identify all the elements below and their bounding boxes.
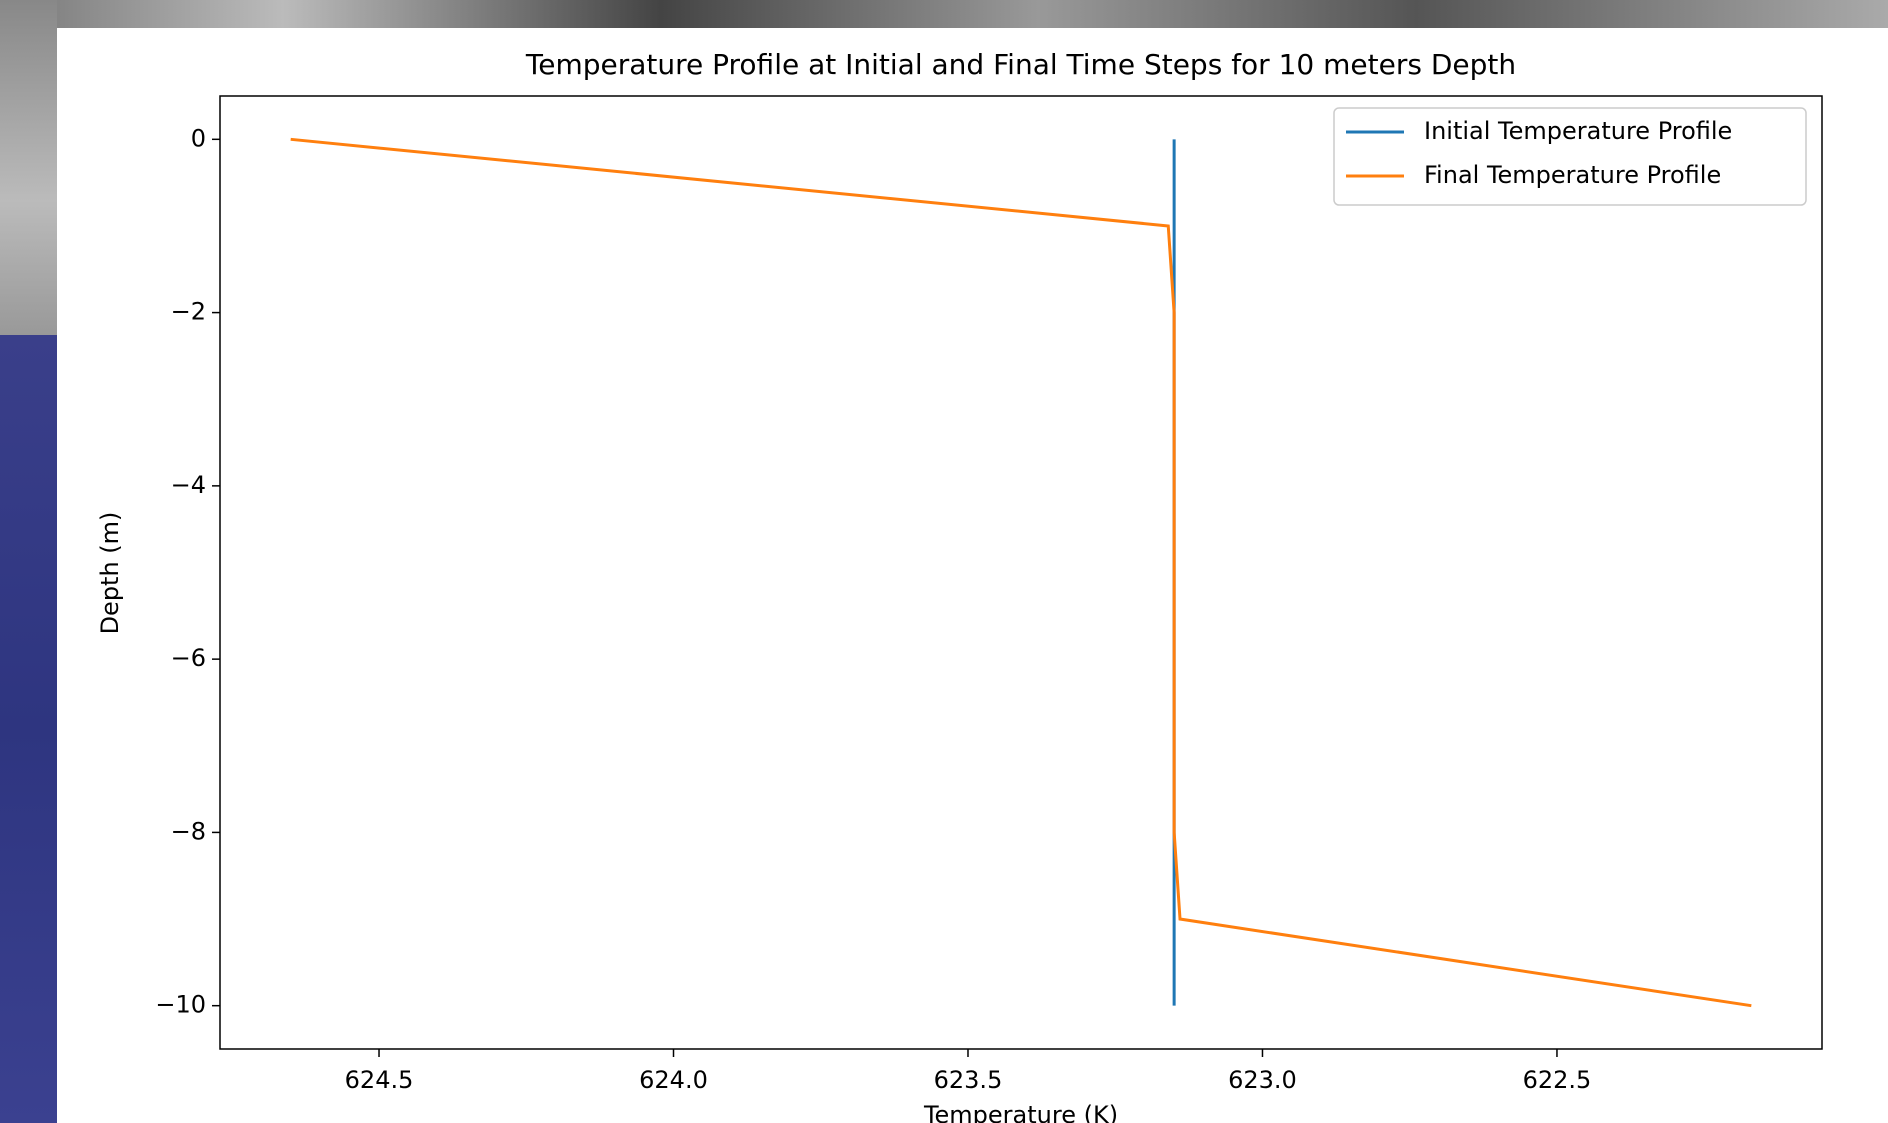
y-tick-label: −6 (171, 644, 206, 672)
x-tick-label: 622.5 (1523, 1066, 1592, 1094)
background (0, 0, 1888, 28)
y-tick-label: −10 (155, 991, 206, 1019)
y-tick-label: −4 (171, 471, 206, 499)
chart-title: Temperature Profile at Initial and Final… (525, 48, 1516, 81)
y-tick-label: −8 (171, 817, 206, 845)
legend-label: Final Temperature Profile (1424, 161, 1721, 189)
background (0, 0, 57, 335)
x-tick-label: 624.0 (639, 1066, 708, 1094)
x-tick-label: 623.0 (1228, 1066, 1297, 1094)
x-axis-label: Temperature (K) (923, 1101, 1118, 1123)
series-line (290, 137, 1752, 1008)
legend-label: Initial Temperature Profile (1424, 117, 1732, 145)
figure-panel (57, 28, 1888, 1123)
x-tick-label: 623.5 (934, 1066, 1003, 1094)
y-tick-label: 0 (191, 124, 206, 152)
legend-box (1333, 107, 1807, 206)
y-tick-label: −2 (171, 298, 206, 326)
x-tick-label: 624.5 (345, 1066, 414, 1094)
background (0, 335, 57, 1123)
y-axis-label: Depth (m) (96, 512, 124, 635)
axes-frame (219, 95, 1823, 1050)
